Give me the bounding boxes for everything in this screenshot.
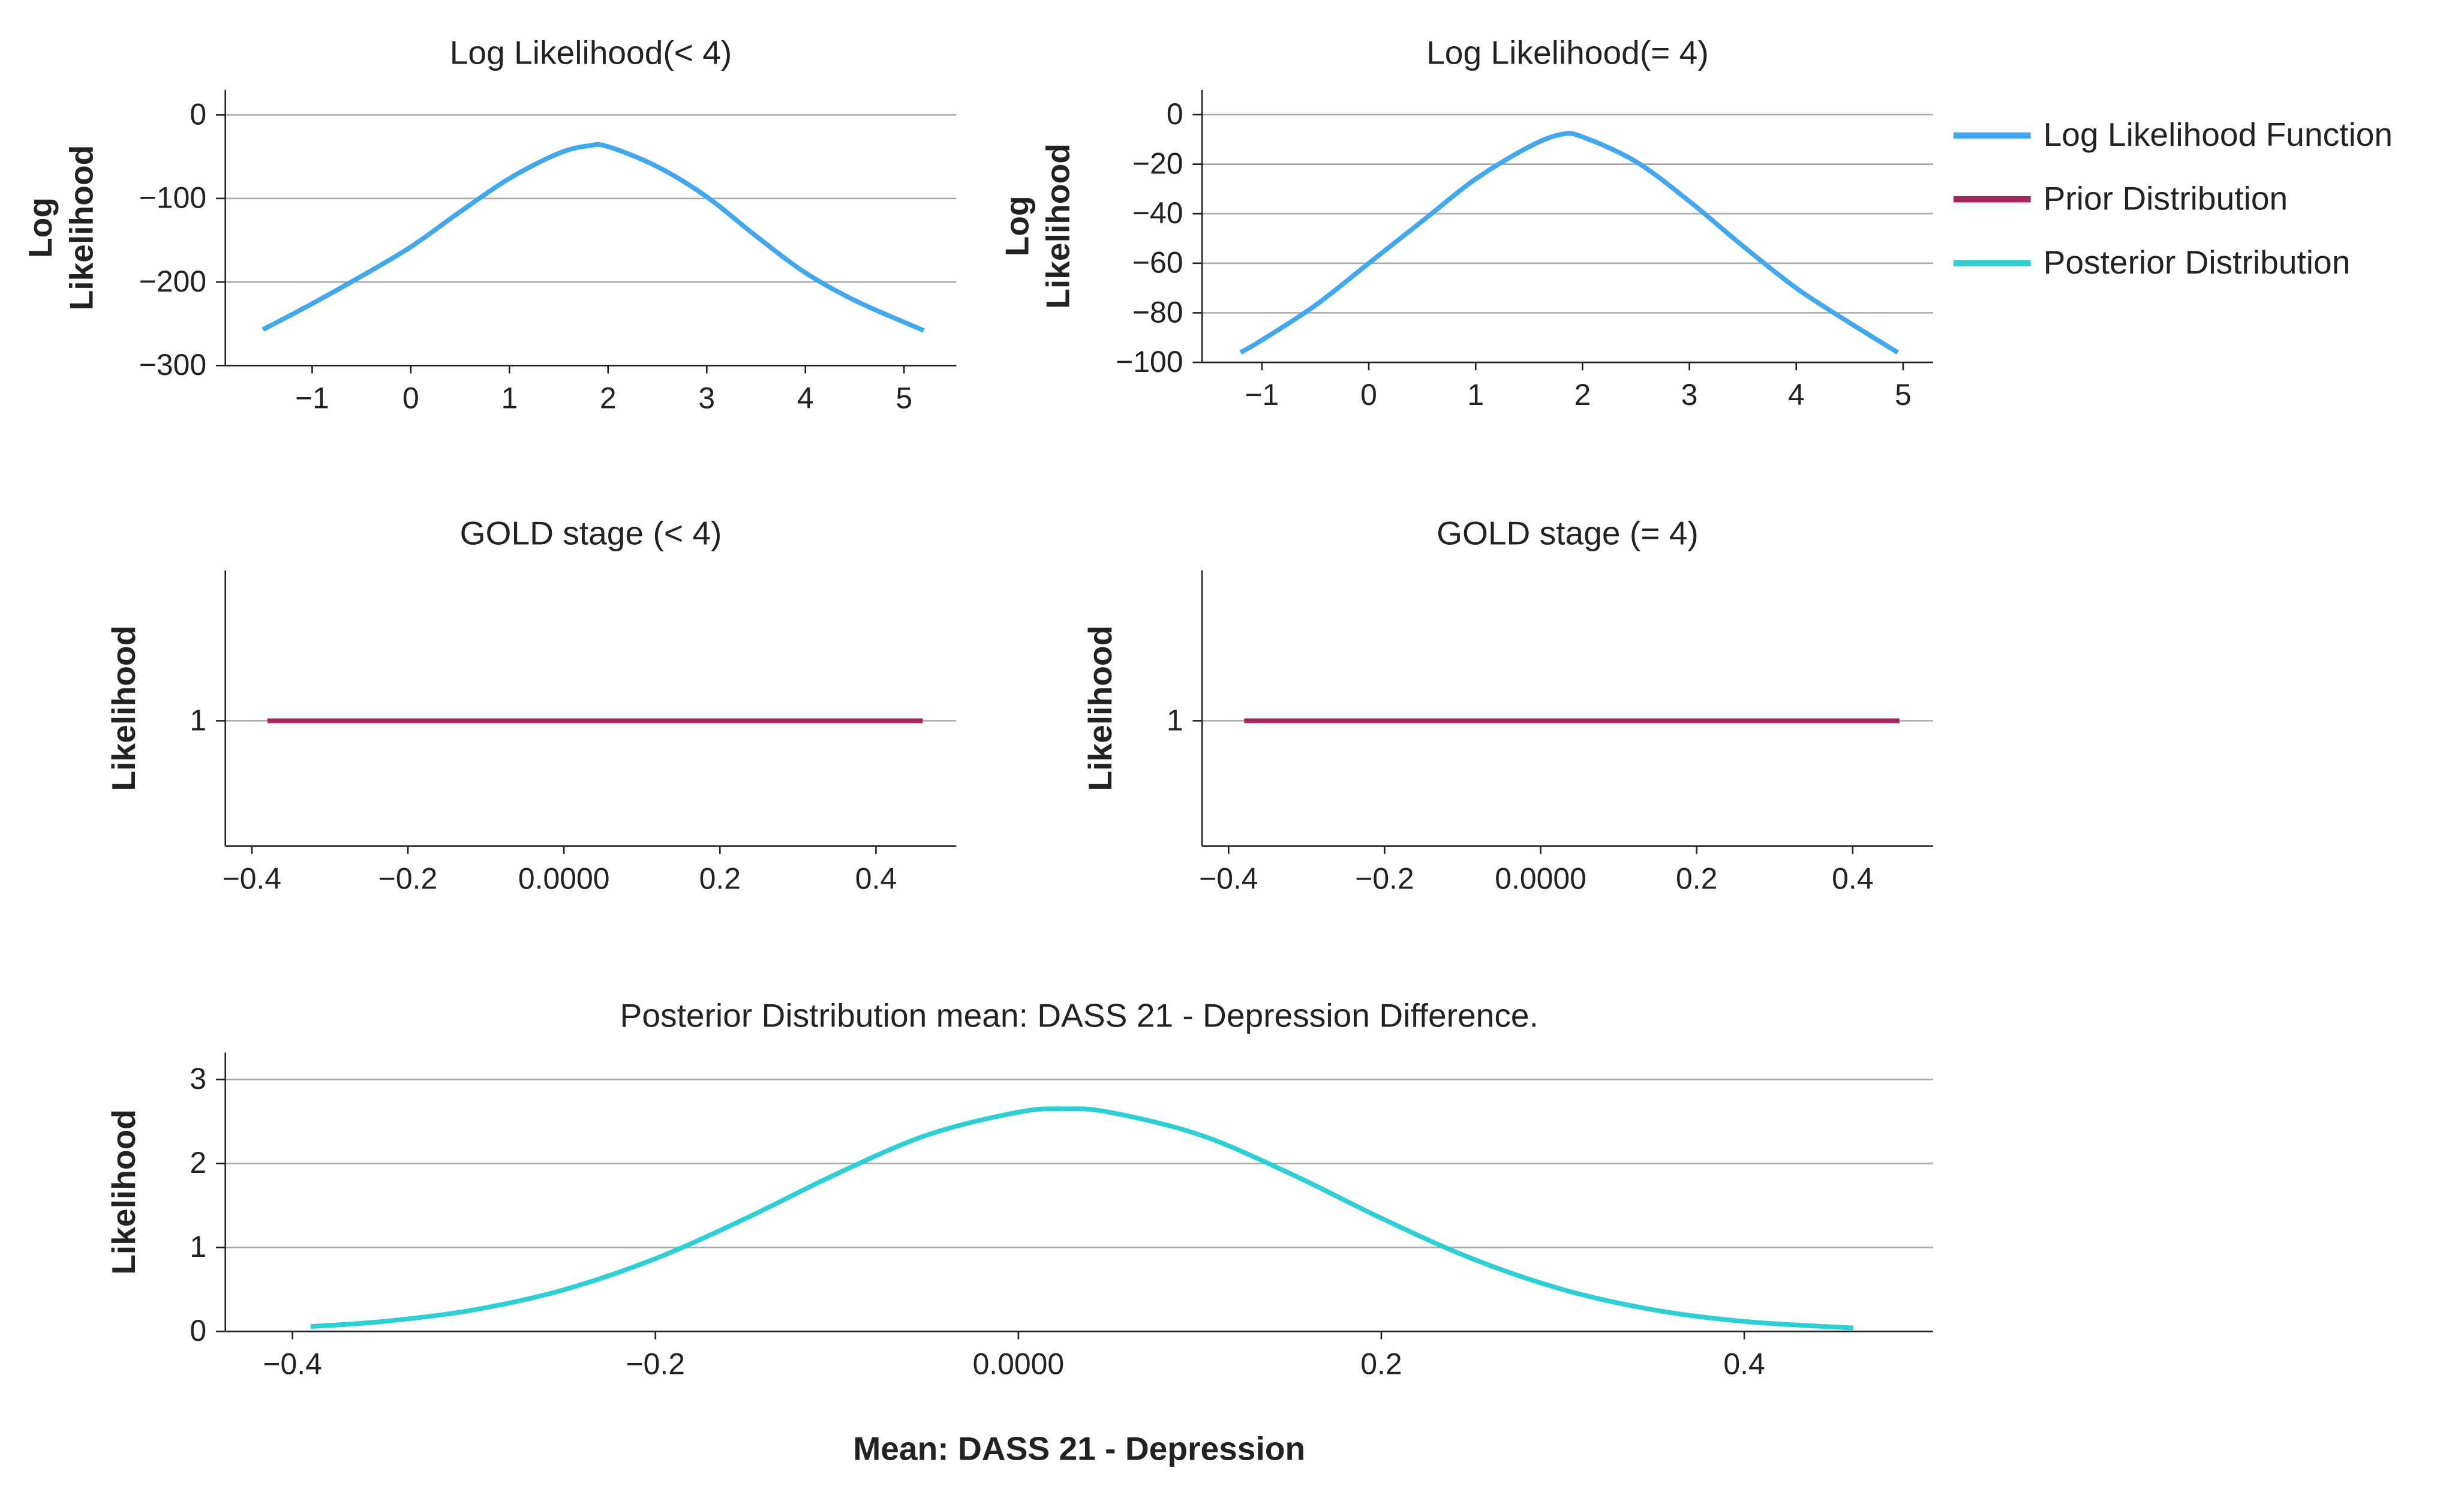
chart-title: Posterior Distribution mean: DASS 21 - D… xyxy=(620,996,1539,1034)
x-tick-label: −0.2 xyxy=(626,1347,686,1380)
y-tick-label: 1 xyxy=(190,1230,206,1263)
x-tick-label: −0.4 xyxy=(263,1347,322,1380)
x-tick-label: 5 xyxy=(896,381,912,415)
y-axis-title-line: Log xyxy=(22,197,59,258)
x-tick-label: 0.4 xyxy=(1723,1347,1765,1380)
x-tick-label: −1 xyxy=(1245,378,1279,412)
x-tick-label: 0 xyxy=(402,381,419,415)
chart-title: Log Likelihood(< 4) xyxy=(450,34,732,71)
legend-label: Prior Distribution xyxy=(2044,179,2288,217)
legend-label: Posterior Distribution xyxy=(2044,244,2351,281)
x-tick-label: 1 xyxy=(1467,378,1484,412)
y-tick-label: 0 xyxy=(190,97,206,131)
x-tick-label: −0.2 xyxy=(1355,861,1414,895)
y-axis-title-line: Log xyxy=(998,196,1035,256)
x-tick-label: −1 xyxy=(295,381,329,415)
y-tick-label: −100 xyxy=(1116,345,1183,379)
x-tick-label: 5 xyxy=(1895,378,1912,412)
chart-title: GOLD stage (< 4) xyxy=(460,515,722,552)
x-axis-title: Mean: DASS 21 - Depression xyxy=(853,1430,1305,1467)
x-tick-label: 0.0000 xyxy=(518,861,610,895)
y-axis-title: Likelihood xyxy=(105,1109,142,1275)
y-axis-title: Log Likelihood xyxy=(998,143,1076,309)
chart-title: Log Likelihood(= 4) xyxy=(1426,34,1709,71)
y-axis-title: Log Likelihood xyxy=(22,145,100,311)
x-tick-label: 4 xyxy=(1788,378,1805,412)
x-tick-label: −0.4 xyxy=(223,861,282,895)
x-tick-label: 1 xyxy=(501,381,518,415)
data-line xyxy=(262,142,925,333)
y-tick-label: −60 xyxy=(1132,246,1183,280)
chart-title: GOLD stage (= 4) xyxy=(1437,515,1699,552)
x-tick-label: 0.0000 xyxy=(1495,861,1586,895)
y-tick-label: −300 xyxy=(139,348,206,382)
x-tick-label: −0.2 xyxy=(378,861,438,895)
y-tick-label: −40 xyxy=(1132,196,1183,230)
y-tick-label: −80 xyxy=(1132,295,1183,329)
x-tick-label: 3 xyxy=(698,381,715,415)
data-line xyxy=(1239,131,1900,355)
x-tick-label: 0 xyxy=(1360,378,1377,412)
x-tick-label: 2 xyxy=(600,381,617,415)
x-tick-label: 0.4 xyxy=(1832,861,1873,895)
x-tick-label: 0.2 xyxy=(699,861,741,895)
y-tick-label: 3 xyxy=(190,1062,206,1095)
y-tick-label: 2 xyxy=(190,1146,206,1179)
y-tick-label: −20 xyxy=(1132,146,1183,180)
x-tick-label: 0.4 xyxy=(855,861,897,895)
y-tick-label: 1 xyxy=(190,703,206,737)
y-tick-label: 1 xyxy=(1167,703,1183,737)
x-tick-label: 2 xyxy=(1574,378,1591,412)
y-axis-title-line: Likelihood xyxy=(1039,143,1076,309)
data-line xyxy=(310,1106,1853,1331)
y-tick-label: −200 xyxy=(139,265,206,298)
x-tick-label: −0.4 xyxy=(1199,861,1258,895)
x-tick-label: 3 xyxy=(1681,378,1698,412)
y-axis-title: Likelihood xyxy=(105,626,142,791)
y-axis-title: Likelihood xyxy=(1081,626,1119,791)
legend-label: Log Likelihood Function xyxy=(2044,116,2393,153)
y-tick-label: −100 xyxy=(139,181,206,215)
y-tick-label: 0 xyxy=(190,1314,206,1347)
x-tick-label: 0.2 xyxy=(1676,861,1717,895)
x-tick-label: 0.2 xyxy=(1360,1347,1402,1380)
y-axis-title-line: Likelihood xyxy=(62,145,100,311)
x-tick-label: 0.0000 xyxy=(973,1347,1065,1380)
y-tick-label: 0 xyxy=(1167,97,1183,131)
x-tick-label: 4 xyxy=(797,381,814,415)
